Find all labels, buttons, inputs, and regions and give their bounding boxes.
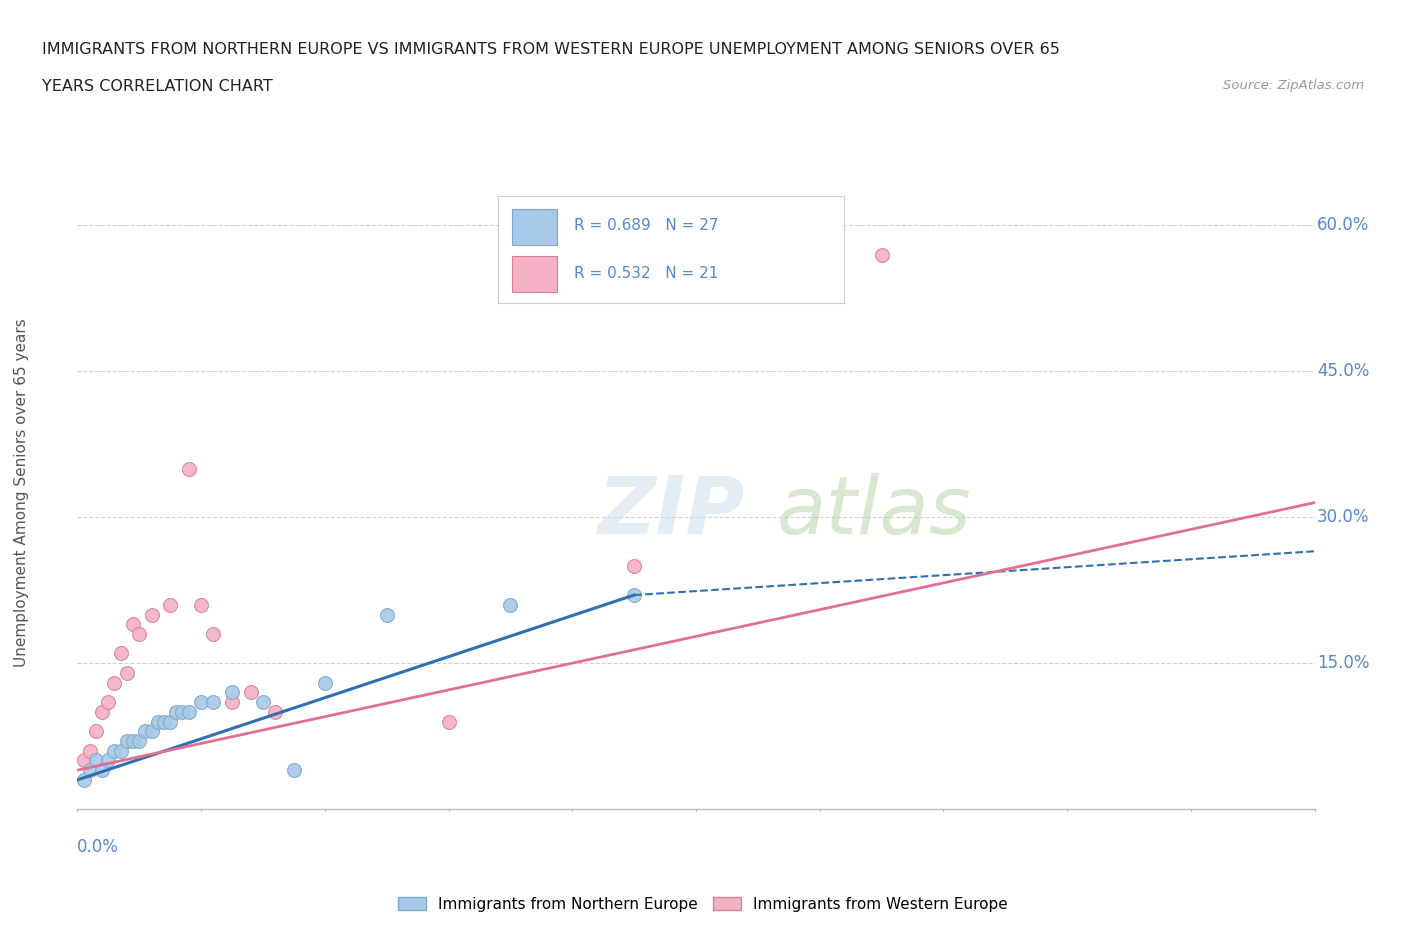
Point xyxy=(202,627,225,642)
Point xyxy=(115,666,138,681)
Point xyxy=(122,734,145,749)
Point xyxy=(375,607,398,622)
Text: ZIP: ZIP xyxy=(598,472,744,551)
Point xyxy=(72,753,94,768)
Point xyxy=(110,646,132,661)
Point xyxy=(221,695,243,710)
Legend: Immigrants from Northern Europe, Immigrants from Western Europe: Immigrants from Northern Europe, Immigra… xyxy=(392,890,1014,918)
Point xyxy=(190,695,212,710)
Point xyxy=(221,684,243,699)
Point xyxy=(202,695,225,710)
Point xyxy=(499,597,522,612)
Point xyxy=(84,724,107,738)
Point xyxy=(110,743,132,758)
Text: 15.0%: 15.0% xyxy=(1317,654,1369,672)
Point xyxy=(141,724,163,738)
Point xyxy=(870,247,893,262)
Point xyxy=(97,695,120,710)
Point xyxy=(134,724,156,738)
Text: 45.0%: 45.0% xyxy=(1317,363,1369,380)
Text: R = 0.532   N = 21: R = 0.532 N = 21 xyxy=(574,266,718,281)
Point xyxy=(165,704,187,719)
Text: YEARS CORRELATION CHART: YEARS CORRELATION CHART xyxy=(42,79,273,94)
Point xyxy=(91,763,114,777)
Point xyxy=(79,743,101,758)
Point xyxy=(177,704,200,719)
Text: R = 0.689   N = 27: R = 0.689 N = 27 xyxy=(574,219,718,233)
Point xyxy=(623,588,645,603)
Point xyxy=(159,597,181,612)
FancyBboxPatch shape xyxy=(512,256,557,292)
Point xyxy=(437,714,460,729)
Text: Source: ZipAtlas.com: Source: ZipAtlas.com xyxy=(1223,79,1364,92)
Text: Unemployment Among Seniors over 65 years: Unemployment Among Seniors over 65 years xyxy=(14,318,30,667)
Text: IMMIGRANTS FROM NORTHERN EUROPE VS IMMIGRANTS FROM WESTERN EUROPE UNEMPLOYMENT A: IMMIGRANTS FROM NORTHERN EUROPE VS IMMIG… xyxy=(42,42,1060,57)
Text: 0.0%: 0.0% xyxy=(77,838,120,856)
Point xyxy=(172,704,194,719)
Point xyxy=(314,675,336,690)
Point xyxy=(128,734,150,749)
Point xyxy=(84,753,107,768)
Point xyxy=(252,695,274,710)
Point xyxy=(153,714,176,729)
Point xyxy=(141,607,163,622)
Text: 30.0%: 30.0% xyxy=(1317,508,1369,526)
Point xyxy=(97,753,120,768)
Point xyxy=(159,714,181,729)
Text: atlas: atlas xyxy=(776,472,972,551)
Point xyxy=(623,558,645,573)
Point xyxy=(122,617,145,631)
Point xyxy=(91,704,114,719)
Point xyxy=(264,704,287,719)
Point xyxy=(190,597,212,612)
Point xyxy=(72,773,94,788)
Point xyxy=(79,763,101,777)
Point xyxy=(128,627,150,642)
Point xyxy=(146,714,169,729)
Point xyxy=(115,734,138,749)
Point xyxy=(239,684,262,699)
Point xyxy=(283,763,305,777)
Text: 60.0%: 60.0% xyxy=(1317,217,1369,234)
Point xyxy=(177,461,200,476)
Point xyxy=(103,743,125,758)
Point xyxy=(103,675,125,690)
FancyBboxPatch shape xyxy=(512,208,557,246)
